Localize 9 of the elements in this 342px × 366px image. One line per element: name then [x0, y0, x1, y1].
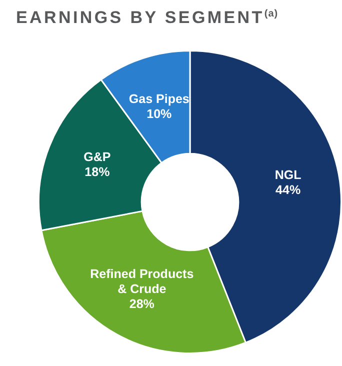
data-label: 18% [84, 165, 110, 180]
data-label: 44% [276, 183, 301, 198]
data-label: 28% [129, 296, 154, 311]
slice-label: Refined Products & Crude [90, 266, 194, 296]
slice-label: G&P [84, 150, 111, 164]
chart-title: EARNINGS BY SEGMENT$^{(a)}$ [16, 8, 278, 28]
slice-label: NGL [274, 168, 302, 182]
data-label: 10% [146, 107, 172, 122]
slice-label: Gas Pipes [128, 92, 190, 106]
